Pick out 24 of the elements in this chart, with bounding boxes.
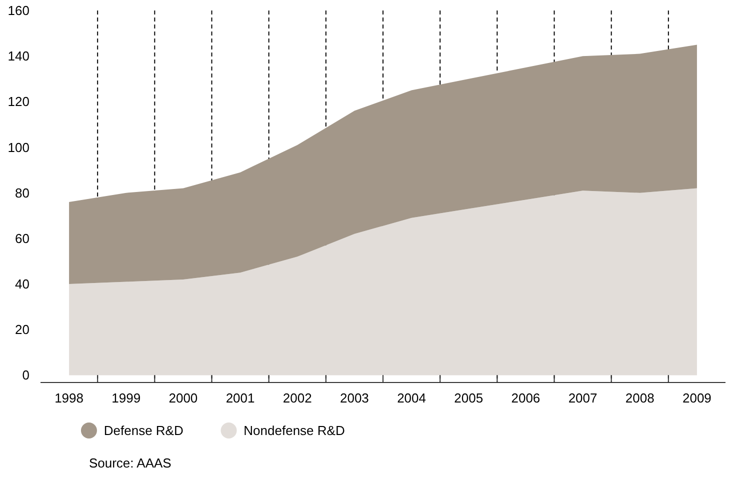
y-tick-label: 60 xyxy=(15,230,30,246)
x-tick-label: 2000 xyxy=(168,390,198,406)
source-note: Source: AAAS xyxy=(88,456,172,470)
x-tick-label: 2008 xyxy=(625,390,654,406)
y-tick-label: 80 xyxy=(15,185,30,200)
legend-label: Nondefense R&D xyxy=(244,423,345,438)
y-tick-label: 140 xyxy=(8,48,30,64)
legend-label: Defense R&D xyxy=(104,423,184,438)
x-tick-label: 2004 xyxy=(397,390,426,406)
x-tick-label: 2007 xyxy=(568,390,598,406)
x-tick-label: 2001 xyxy=(226,390,255,406)
y-tick-label: 20 xyxy=(15,322,30,338)
y-tick-label: 160 xyxy=(8,3,30,18)
y-tick-label: 120 xyxy=(8,94,30,110)
x-tick-label: 2002 xyxy=(282,390,312,406)
x-tick-label: 2003 xyxy=(340,390,369,406)
x-tick-label: 1998 xyxy=(54,390,84,406)
x-tick-label: 2005 xyxy=(454,390,484,406)
y-tick-label: 40 xyxy=(15,276,30,292)
y-tick-label: 100 xyxy=(8,140,30,155)
x-tick-label: 1999 xyxy=(112,390,141,406)
x-tick-label: 2006 xyxy=(511,390,540,406)
x-tick-label: 2009 xyxy=(682,390,712,406)
y-tick-label: 0 xyxy=(22,368,30,383)
